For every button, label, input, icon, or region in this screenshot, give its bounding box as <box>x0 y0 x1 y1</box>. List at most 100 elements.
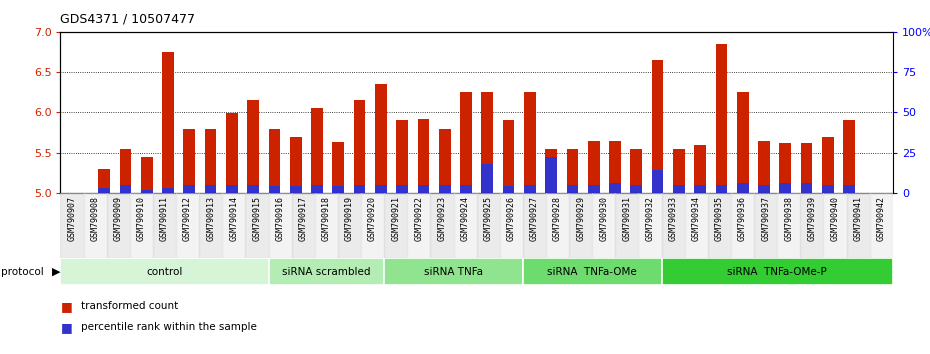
Bar <box>353 185 365 193</box>
Text: siRNA scrambled: siRNA scrambled <box>282 267 370 277</box>
Bar <box>482 92 493 193</box>
Bar <box>801 183 813 193</box>
Text: GSM790936: GSM790936 <box>738 196 747 241</box>
Bar <box>779 143 791 193</box>
Bar <box>476 193 499 258</box>
Bar <box>779 183 791 193</box>
Text: GSM790916: GSM790916 <box>275 196 285 241</box>
Bar <box>140 157 153 193</box>
Text: GSM790919: GSM790919 <box>345 196 354 241</box>
Bar <box>439 129 450 193</box>
Bar <box>545 158 557 193</box>
Bar <box>546 193 569 258</box>
Bar <box>120 149 131 193</box>
Text: percentile rank within the sample: percentile rank within the sample <box>81 322 257 332</box>
Bar <box>332 187 344 193</box>
Bar <box>569 193 592 258</box>
Bar <box>84 193 107 258</box>
Bar <box>631 185 642 193</box>
Bar <box>439 185 450 193</box>
Bar <box>737 92 749 193</box>
Bar <box>631 149 642 193</box>
Bar <box>482 164 493 193</box>
Bar <box>384 193 407 258</box>
Bar <box>715 185 727 193</box>
Bar <box>162 52 174 193</box>
Text: GSM790938: GSM790938 <box>784 196 793 241</box>
Bar <box>523 193 546 258</box>
Text: GSM790910: GSM790910 <box>137 196 146 241</box>
Text: GSM790922: GSM790922 <box>415 196 423 241</box>
Text: GSM790907: GSM790907 <box>68 196 76 241</box>
Text: GSM790935: GSM790935 <box>715 196 724 241</box>
Bar <box>269 129 280 193</box>
Bar <box>609 183 621 193</box>
Bar <box>183 129 195 193</box>
Bar <box>592 193 616 258</box>
Bar <box>99 169 110 193</box>
Bar <box>99 188 110 193</box>
Bar <box>609 141 621 193</box>
Bar <box>269 193 292 258</box>
Text: GSM790930: GSM790930 <box>599 196 608 241</box>
Bar <box>361 193 384 258</box>
Bar <box>737 183 749 193</box>
Bar <box>758 141 770 193</box>
Bar <box>226 113 238 193</box>
Text: GSM790917: GSM790917 <box>299 196 308 241</box>
Bar <box>269 258 384 285</box>
Text: control: control <box>146 267 182 277</box>
Bar <box>524 92 536 193</box>
Bar <box>844 120 855 193</box>
Bar <box>460 185 472 193</box>
Text: GSM790920: GSM790920 <box>368 196 377 241</box>
Bar <box>695 145 706 193</box>
Text: GSM790908: GSM790908 <box>90 196 100 241</box>
Bar <box>290 187 301 193</box>
Bar <box>545 149 557 193</box>
Text: GSM790915: GSM790915 <box>252 196 261 241</box>
Bar <box>418 119 430 193</box>
Text: GSM790928: GSM790928 <box>553 196 562 241</box>
Bar <box>708 193 731 258</box>
Text: GSM790939: GSM790939 <box>807 196 817 241</box>
Bar <box>566 149 578 193</box>
Bar <box>312 185 323 193</box>
Bar <box>60 193 84 258</box>
Bar <box>396 120 408 193</box>
Bar <box>183 185 195 193</box>
Bar <box>801 193 823 258</box>
Bar <box>418 185 430 193</box>
Bar <box>375 185 387 193</box>
Bar <box>226 185 238 193</box>
Text: GSM790911: GSM790911 <box>160 196 169 241</box>
Bar <box>205 129 217 193</box>
Bar <box>499 193 523 258</box>
Text: GSM790932: GSM790932 <box>645 196 655 241</box>
Text: GSM790921: GSM790921 <box>392 196 400 241</box>
Bar <box>652 170 663 193</box>
Text: transformed count: transformed count <box>81 301 179 311</box>
Text: GSM790925: GSM790925 <box>484 196 493 241</box>
Bar <box>566 185 578 193</box>
Bar <box>524 185 536 193</box>
Text: GSM790924: GSM790924 <box>460 196 470 241</box>
Bar <box>673 149 684 193</box>
Bar <box>153 193 176 258</box>
Text: GSM790914: GSM790914 <box>230 196 238 241</box>
Text: ■: ■ <box>60 300 73 313</box>
Bar <box>503 120 514 193</box>
Bar <box>199 193 222 258</box>
Bar <box>846 193 870 258</box>
Bar <box>460 92 472 193</box>
Bar <box>140 190 153 193</box>
Bar <box>673 185 684 193</box>
Bar <box>523 258 661 285</box>
Bar <box>290 137 301 193</box>
Text: GSM790913: GSM790913 <box>206 196 215 241</box>
Bar <box>823 193 846 258</box>
Bar <box>407 193 431 258</box>
Bar <box>384 258 523 285</box>
Text: GSM790926: GSM790926 <box>507 196 516 241</box>
Bar <box>431 193 454 258</box>
